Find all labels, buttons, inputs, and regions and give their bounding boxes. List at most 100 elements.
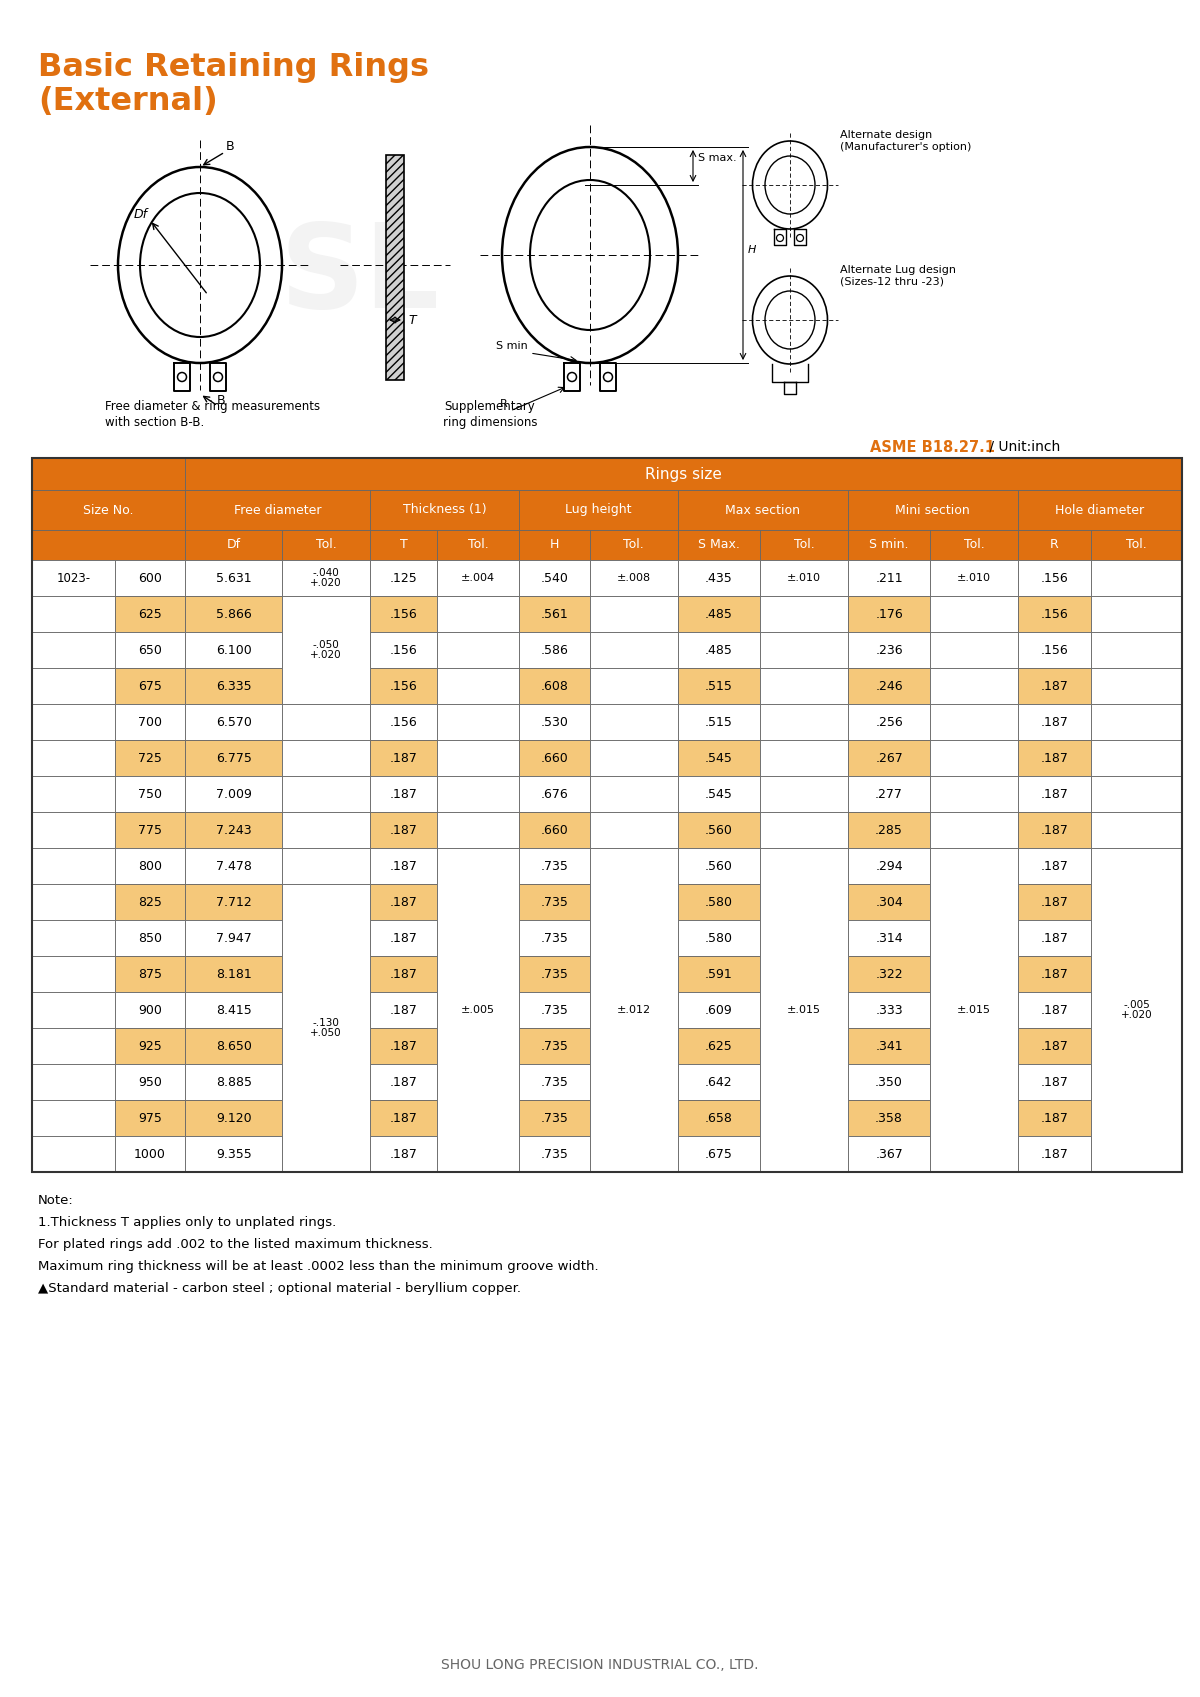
Bar — [930, 920, 1018, 955]
Bar — [437, 993, 520, 1028]
Text: .187: .187 — [390, 1003, 418, 1017]
Text: ring dimensions: ring dimensions — [443, 416, 538, 429]
Bar — [1018, 669, 1091, 704]
Bar — [32, 529, 185, 560]
Text: .660: .660 — [541, 823, 569, 837]
Text: .187: .187 — [390, 1147, 418, 1161]
Text: 1023-: 1023- — [56, 572, 90, 584]
Bar — [1018, 920, 1091, 955]
Bar — [185, 993, 282, 1028]
Bar — [847, 704, 930, 740]
Bar — [520, 1100, 590, 1135]
Bar — [930, 669, 1018, 704]
Text: .642: .642 — [706, 1076, 733, 1088]
Text: .211: .211 — [875, 572, 902, 584]
Text: .187: .187 — [390, 823, 418, 837]
Bar — [520, 490, 678, 529]
Bar — [437, 596, 520, 631]
Text: Tol.: Tol. — [316, 538, 336, 552]
Bar — [520, 704, 590, 740]
Bar — [847, 884, 930, 920]
Bar — [370, 1064, 437, 1100]
Text: / Unit:inch: / Unit:inch — [985, 440, 1061, 455]
Text: Thickness (1): Thickness (1) — [403, 504, 486, 516]
Bar — [185, 596, 282, 631]
Bar — [930, 993, 1018, 1028]
Bar — [760, 669, 847, 704]
Bar — [1018, 1028, 1091, 1064]
Bar — [678, 811, 760, 848]
Text: .435: .435 — [704, 572, 733, 584]
Bar — [520, 1028, 590, 1064]
Bar — [520, 811, 590, 848]
Bar — [760, 776, 847, 811]
Text: 925: 925 — [138, 1040, 162, 1052]
Bar — [590, 1135, 678, 1173]
Text: ±.012: ±.012 — [617, 1005, 650, 1015]
Text: .515: .515 — [704, 679, 733, 692]
Text: .187: .187 — [1040, 679, 1068, 692]
Bar — [185, 955, 282, 993]
Bar — [678, 920, 760, 955]
Bar — [185, 529, 282, 560]
Bar — [520, 631, 590, 669]
Bar — [847, 1064, 930, 1100]
Bar — [1018, 704, 1091, 740]
Bar — [370, 490, 520, 529]
Text: Free diameter: Free diameter — [234, 504, 322, 516]
Text: .545: .545 — [704, 752, 733, 765]
Bar — [370, 776, 437, 811]
Text: 9.355: 9.355 — [216, 1147, 252, 1161]
Text: .187: .187 — [390, 1076, 418, 1088]
Text: .176: .176 — [875, 608, 902, 621]
Bar — [115, 596, 185, 631]
Text: 6.570: 6.570 — [216, 716, 252, 728]
Bar — [760, 955, 847, 993]
Text: Tol.: Tol. — [793, 538, 815, 552]
Bar — [115, 993, 185, 1028]
Bar — [760, 560, 847, 596]
Bar — [1018, 1135, 1091, 1173]
Bar — [678, 955, 760, 993]
Text: .591: .591 — [704, 967, 733, 981]
Text: ±.015: ±.015 — [958, 1005, 991, 1015]
Bar — [282, 1028, 370, 1064]
Text: 825: 825 — [138, 896, 162, 908]
Text: -.050: -.050 — [313, 640, 340, 650]
Bar — [1091, 1064, 1182, 1100]
Text: 900: 900 — [138, 1003, 162, 1017]
Bar — [930, 955, 1018, 993]
Bar — [590, 669, 678, 704]
Text: T: T — [408, 314, 415, 326]
Bar — [1018, 848, 1091, 884]
Bar — [1091, 811, 1182, 848]
Bar — [1018, 596, 1091, 631]
Text: Size No.: Size No. — [83, 504, 134, 516]
Text: .187: .187 — [1040, 859, 1068, 872]
Bar — [520, 1135, 590, 1173]
Text: .735: .735 — [541, 1076, 569, 1088]
Bar — [1018, 490, 1182, 529]
Text: .187: .187 — [1040, 823, 1068, 837]
Bar — [930, 1028, 1018, 1064]
Text: .156: .156 — [390, 643, 418, 657]
Bar — [760, 811, 847, 848]
Text: Tol.: Tol. — [623, 538, 644, 552]
Bar — [930, 1064, 1018, 1100]
Bar — [185, 704, 282, 740]
Text: .187: .187 — [390, 932, 418, 945]
Bar — [1091, 993, 1182, 1028]
Bar — [185, 1135, 282, 1173]
Text: .187: .187 — [1040, 787, 1068, 801]
Bar — [590, 884, 678, 920]
Bar — [32, 920, 115, 955]
Bar — [185, 848, 282, 884]
Bar — [1018, 631, 1091, 669]
Text: 5.866: 5.866 — [216, 608, 252, 621]
Text: 8.650: 8.650 — [216, 1040, 252, 1052]
Text: .609: .609 — [704, 1003, 733, 1017]
Bar — [760, 596, 847, 631]
Bar — [1091, 669, 1182, 704]
Text: ±.008: ±.008 — [617, 574, 650, 584]
Bar — [520, 993, 590, 1028]
